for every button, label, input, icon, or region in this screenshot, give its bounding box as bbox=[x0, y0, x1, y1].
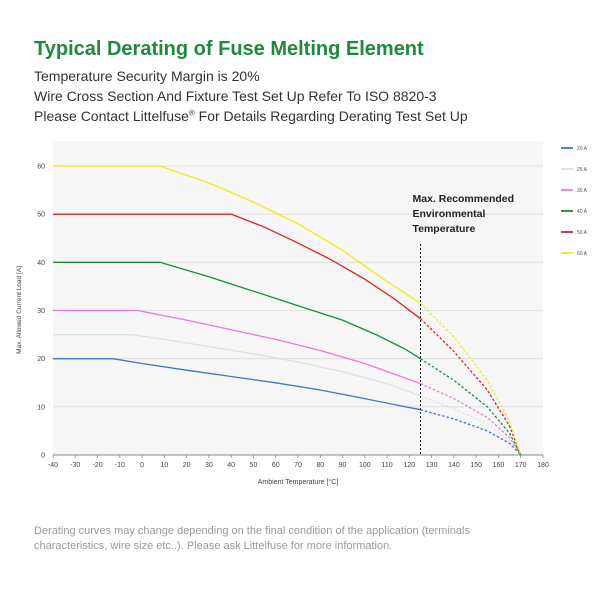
max-temp-annotation: Max. Recommended Environmental Temperature bbox=[413, 193, 515, 235]
legend-label: 40 A bbox=[577, 209, 588, 215]
x-tick-label: 70 bbox=[294, 462, 302, 469]
series-extrapolation-30a bbox=[420, 383, 522, 456]
x-tick-label: 0 bbox=[140, 462, 144, 469]
x-tick-label: 90 bbox=[339, 462, 347, 469]
y-tick-label: 10 bbox=[37, 404, 45, 411]
y-tick-labels: 0 10 20 30 40 50 60 bbox=[37, 164, 45, 460]
chart-title: Typical Derating of Fuse Melting Element bbox=[34, 38, 424, 60]
x-tick-label: -30 bbox=[70, 462, 80, 469]
series-line-40a bbox=[53, 261, 421, 360]
annotation-line: Temperature bbox=[413, 223, 476, 235]
x-tick-label: 110 bbox=[382, 462, 393, 469]
series-lines bbox=[53, 165, 522, 456]
registered-mark: ® bbox=[188, 108, 195, 118]
x-tick-label: -20 bbox=[92, 462, 102, 469]
x-tick-label: 130 bbox=[426, 462, 438, 469]
subtitle-wire-cross-section: Wire Cross Section And Fixture Test Set … bbox=[34, 88, 437, 104]
subtitle-security-margin: Temperature Security Margin is 20% bbox=[34, 68, 260, 84]
x-tick-label: 160 bbox=[493, 462, 505, 469]
x-axis-label: Ambient Temperature [°C] bbox=[258, 478, 339, 486]
x-tick-label: 50 bbox=[250, 462, 258, 469]
footer-note: Derating curves may change depending on … bbox=[34, 525, 470, 552]
y-tick-label: 20 bbox=[37, 356, 45, 363]
series-line-30a bbox=[53, 309, 421, 385]
annotation-line: Max. Recommended bbox=[413, 193, 515, 205]
x-tick-label: 140 bbox=[448, 462, 460, 469]
subtitle-contact: Please Contact Littelfuse® For Details R… bbox=[34, 108, 468, 124]
x-tick-label: 180 bbox=[537, 462, 549, 469]
legend-label: 25 A bbox=[577, 167, 588, 173]
legend-label: 20 A bbox=[577, 146, 588, 152]
legend: 20 A 25 A 30 A 40 A 50 A 60 A bbox=[561, 146, 588, 257]
x-tick-labels: -40 -30 -20 -10 0 10 20 30 40 50 60 70 80 90 100 110 120… bbox=[48, 455, 549, 469]
y-tick-label: 40 bbox=[37, 260, 45, 267]
y-tick-label: 0 bbox=[41, 453, 45, 460]
x-tick-label: 100 bbox=[359, 462, 371, 469]
x-tick-label: 120 bbox=[404, 462, 416, 469]
series-line-25a bbox=[53, 333, 421, 397]
subtitle-contact-b: For Details Regarding Derating Test Set … bbox=[194, 108, 468, 124]
y-axis-label: Max. Allowed Current Load [A] bbox=[16, 266, 23, 354]
series-line-60a bbox=[53, 165, 421, 304]
x-tick-label: 80 bbox=[316, 462, 324, 469]
x-tick-label: -10 bbox=[115, 462, 125, 469]
annotation-line: Environmental bbox=[413, 208, 486, 220]
x-tick-label: 30 bbox=[205, 462, 213, 469]
y-tick-label: 30 bbox=[37, 308, 45, 315]
y-tick-label: 60 bbox=[37, 164, 45, 171]
x-tick-label: 10 bbox=[160, 462, 168, 469]
legend-label: 30 A bbox=[577, 188, 588, 194]
y-tick-label: 50 bbox=[37, 212, 45, 219]
legend-label: 60 A bbox=[577, 251, 588, 257]
x-tick-label: 60 bbox=[272, 462, 280, 469]
x-tick-label: 40 bbox=[227, 462, 235, 469]
subtitle-contact-a: Please Contact Littelfuse bbox=[34, 108, 189, 124]
series-extrapolation-25a bbox=[420, 395, 522, 456]
series-line-50a bbox=[53, 213, 421, 320]
x-tick-label: 20 bbox=[183, 462, 191, 469]
x-tick-label: -40 bbox=[48, 462, 58, 469]
x-tick-label: 150 bbox=[470, 462, 482, 469]
x-tick-label: 170 bbox=[515, 462, 527, 469]
series-extrapolation-20a bbox=[420, 409, 522, 456]
series-extrapolation-50a bbox=[420, 318, 522, 456]
series-extrapolation-60a bbox=[420, 302, 522, 456]
series-extrapolation-40a bbox=[420, 358, 522, 456]
legend-label: 50 A bbox=[577, 230, 588, 236]
series-line-20a bbox=[53, 358, 421, 411]
